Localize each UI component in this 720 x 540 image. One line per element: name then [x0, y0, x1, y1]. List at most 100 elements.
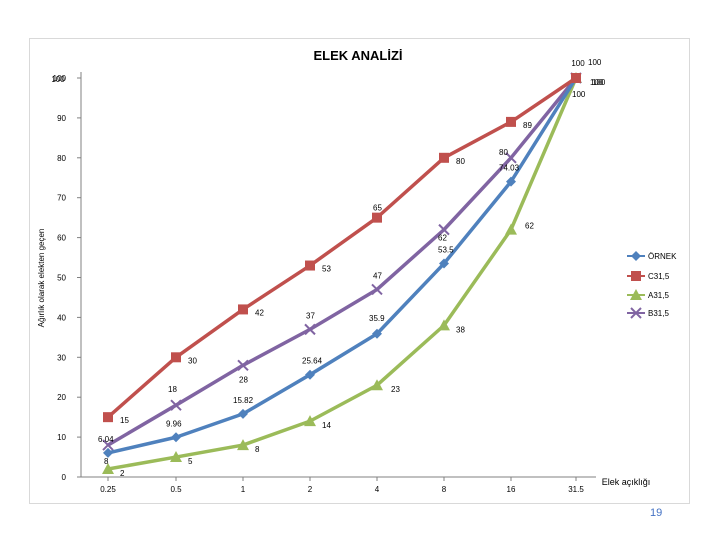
- y-tick-label: 70: [57, 194, 66, 203]
- legend-label: B31,5: [648, 309, 669, 318]
- data-point-rnek: [631, 251, 641, 261]
- data-label: 100: [571, 59, 585, 68]
- y-tick-label: 10: [57, 433, 66, 442]
- x-tick-label: 4: [375, 485, 380, 494]
- data-label: 9.96: [166, 419, 182, 428]
- data-label: 80: [456, 157, 465, 166]
- x-tick-label: 0.5: [170, 485, 182, 494]
- data-point-a315: [371, 379, 383, 391]
- data-point-c315: [171, 352, 181, 363]
- series-line-c315: [106, 76, 577, 419]
- data-label: 38: [456, 325, 465, 334]
- x-tick-label: 0.25: [100, 485, 116, 494]
- y-tick-label: 80: [57, 154, 66, 163]
- x-tick-label: 8: [442, 485, 447, 494]
- series-line-rnek: [107, 77, 578, 455]
- data-point-a315: [170, 451, 182, 463]
- data-label: 15.82: [233, 396, 254, 405]
- data-label: 47: [373, 271, 382, 280]
- data-point-b315: [304, 323, 316, 336]
- data-label: 2: [120, 469, 125, 478]
- x-tick-label: 16: [507, 485, 516, 494]
- data-label: 62: [525, 222, 534, 231]
- legend-label: C31,5: [648, 272, 670, 281]
- data-label: 28: [239, 375, 248, 384]
- series-line-a315: [107, 77, 578, 471]
- legend-label: A31,5: [648, 291, 669, 300]
- data-point-b315: [102, 439, 114, 451]
- data-label: 100: [590, 78, 604, 87]
- data-label: 8: [255, 445, 260, 454]
- data-label: 37: [306, 311, 315, 320]
- y-tick-label: 90: [57, 114, 66, 123]
- data-point-rnek: [171, 432, 181, 443]
- data-point-a315: [102, 463, 114, 475]
- data-label: 35.9: [369, 314, 385, 323]
- data-label: 15: [120, 416, 129, 425]
- y-tick-label: 100: [51, 75, 65, 84]
- data-label: 53: [322, 265, 331, 274]
- data-point-b315: [170, 399, 182, 411]
- data-point-a315: [237, 439, 249, 451]
- y-tick-label: 100: [53, 74, 67, 83]
- x-axis-label: Elek açıklığı: [602, 477, 651, 487]
- data-label: 53.5: [438, 246, 454, 255]
- chart-title: ELEK ANALİZİ: [313, 48, 402, 63]
- data-point-c315: [506, 116, 516, 127]
- data-label: 42: [255, 308, 264, 317]
- data-label: 100: [572, 90, 586, 99]
- data-label: 65: [373, 204, 382, 213]
- data-point-rnek: [238, 408, 248, 419]
- data-point-a315: [304, 415, 316, 427]
- data-point-b315: [438, 223, 450, 236]
- data-label: 8: [104, 457, 109, 466]
- x-tick-label: 2: [308, 485, 313, 494]
- x-tick-label: 1: [241, 485, 246, 494]
- data-point-b315: [371, 283, 383, 296]
- data-point-c315: [103, 412, 113, 423]
- data-label: 18: [168, 385, 177, 394]
- y-tick-label: 50: [57, 274, 66, 283]
- data-label: 80: [499, 148, 508, 157]
- page-number: 19: [650, 507, 663, 519]
- data-point-c315: [372, 212, 382, 223]
- data-point-rnek: [372, 328, 382, 339]
- x-tick-label: 31.5: [568, 485, 584, 494]
- data-label: 25.64: [302, 357, 323, 366]
- data-point-a315: [630, 289, 642, 300]
- chart-frame: [29, 38, 690, 504]
- data-point-c315: [238, 304, 248, 315]
- data-label: 100: [592, 78, 606, 87]
- data-label: 14: [322, 421, 331, 430]
- data-point-c315: [631, 271, 641, 281]
- data-label: 62: [438, 234, 447, 243]
- data-point-b315: [630, 307, 642, 319]
- data-point-rnek: [305, 369, 315, 380]
- y-axis-label: Ağırlık olarak elekten geçen: [37, 229, 46, 328]
- data-point-rnek: [439, 258, 449, 269]
- data-label: 89: [523, 121, 532, 130]
- data-label: 6.04: [98, 435, 114, 444]
- data-label: 74.03: [499, 164, 520, 173]
- data-label: 5: [188, 457, 193, 466]
- data-point-c315: [305, 260, 315, 271]
- series-line-b315: [107, 76, 578, 447]
- y-tick-label: 20: [57, 393, 66, 402]
- data-point-c315: [439, 152, 449, 163]
- y-tick-label: 0: [62, 473, 67, 482]
- data-point-rnek: [506, 176, 516, 187]
- data-point-b315: [505, 152, 517, 164]
- y-tick-label: 30: [57, 353, 66, 362]
- data-point-c315: [571, 73, 581, 83]
- data-label: 30: [188, 356, 197, 365]
- data-point-a315: [505, 223, 517, 235]
- data-point-b315: [237, 359, 249, 371]
- y-tick-label: 40: [57, 313, 66, 322]
- y-tick-label: 60: [57, 234, 66, 243]
- data-label: 100: [588, 58, 602, 67]
- data-label: 23: [391, 385, 400, 394]
- data-point-a315: [438, 319, 450, 331]
- legend-label: ÖRNEK: [648, 252, 677, 261]
- data-point-rnek: [103, 447, 113, 458]
